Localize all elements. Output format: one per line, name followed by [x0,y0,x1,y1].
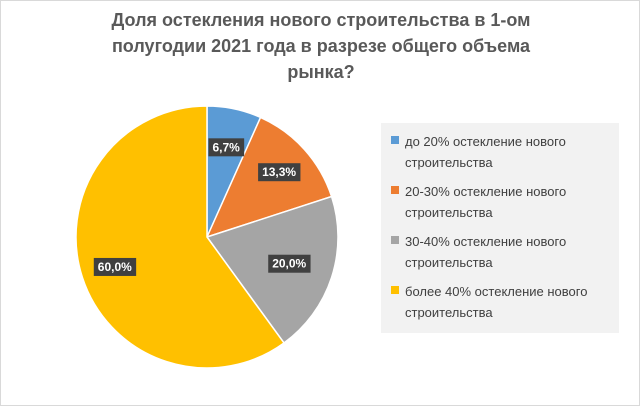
legend-label-line: 30-40% остекление нового [405,234,567,249]
data-label-background [208,138,245,157]
data-label-text: 13,3% [262,165,296,179]
legend-label: более 40% остекление нового строительств… [391,281,587,323]
legend-label: до 20% остекление нового строительства [391,131,566,173]
data-label-background [268,254,311,273]
legend-swatch-30-40 [391,236,399,244]
legend: до 20% остекление нового строительства 2… [381,123,619,333]
legend-swatch-over-40 [391,286,399,294]
legend-swatch-20-30 [391,186,399,194]
data-label-background [258,163,301,182]
legend-label-line: 20-30% остекление нового [405,184,567,199]
data-label-text: 20,0% [272,257,306,271]
data-label-text: 60,0% [98,260,132,274]
legend-label-line: строительства [405,305,493,320]
chart-title: Доля остекления нового строительства в 1… [61,7,581,85]
data-label-over-40: 60,0% [93,257,137,276]
legend-label-line: строительства [405,205,493,220]
legend-item-up-to-20: до 20% остекление нового строительства [391,131,566,173]
data-label-background [93,257,137,276]
data-label-20-30: 13,3% [258,163,301,182]
data-label-30-40: 20,0% [268,254,311,273]
legend-item-30-40: 30-40% остекление нового строительства [391,231,566,273]
legend-label-line: строительства [405,155,493,170]
chart-title-line: полугодии 2021 года в разрезе общего объ… [111,36,531,56]
data-label-up-to-20: 6,7% [208,138,245,157]
legend-label: 20-30% остекление нового строительства [391,181,566,223]
chart-title-line: рынка? [287,62,355,82]
legend-item-over-40: более 40% остекление нового строительств… [391,281,587,323]
legend-swatch-up-to-20 [391,136,399,144]
legend-label-line: строительства [405,255,493,270]
legend-item-20-30: 20-30% остекление нового строительства [391,181,566,223]
data-label-text: 6,7% [212,140,240,154]
legend-label-line: до 20% остекление нового [405,134,566,149]
pie-slice-over-40 [75,105,286,369]
legend-label: 30-40% остекление нового строительства [391,231,566,273]
chart-title-line: Доля остекления нового строительства в 1… [111,10,531,30]
legend-label-line: более 40% остекление нового [405,284,588,299]
